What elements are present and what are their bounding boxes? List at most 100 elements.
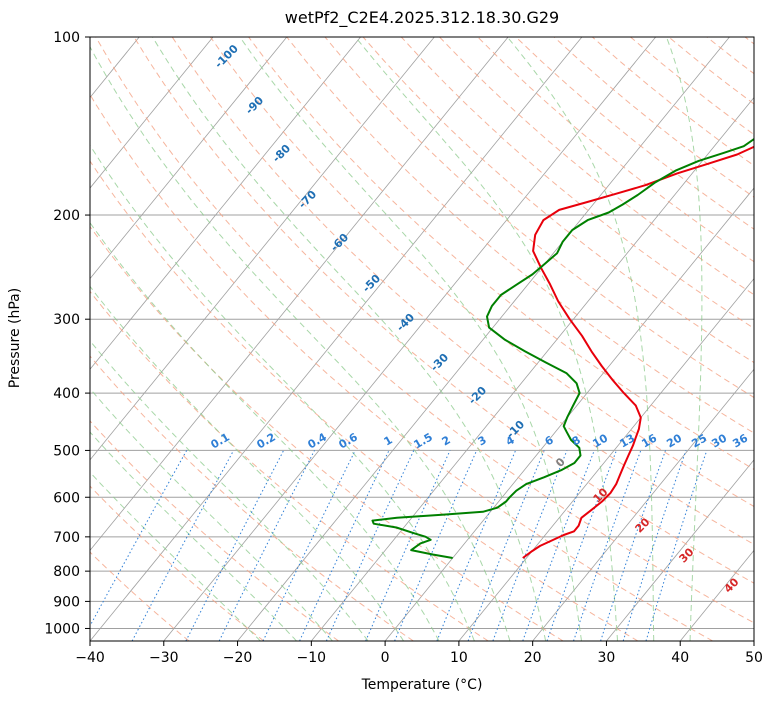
y-tick-label: 100: [53, 30, 80, 46]
mixing-ratio-label: 10: [590, 431, 610, 450]
moist-adiabat: [90, 431, 297, 641]
mixing-ratio-line: [90, 450, 188, 627]
isotherm-line: [384, 187, 754, 641]
chart-title: wetPf2_C2E4.2025.312.18.30.G29: [284, 8, 560, 27]
moist-adiabat: [90, 340, 369, 641]
dry-adiabat: [324, 37, 754, 399]
mixing-ratio-label: 20: [664, 431, 684, 450]
dry-adiabat: [90, 420, 339, 641]
moist-adiabat: [152, 37, 547, 641]
mixing-ratio-line: [492, 450, 568, 641]
moist-adiabat: [90, 221, 440, 641]
mixing-ratio-label: 16: [639, 431, 659, 450]
mixing-ratio-label: 30: [709, 431, 729, 450]
isotherm-line: [90, 37, 140, 99]
isotherm-line: [458, 278, 754, 641]
x-tick-label: 20: [524, 650, 542, 666]
moist-adiabat: [90, 285, 405, 641]
moist-adiabat: [666, 37, 703, 641]
isotherm-line: [606, 459, 754, 641]
moist-adiabat: [90, 144, 475, 641]
isotherm-line: [90, 37, 435, 461]
profile-lines: [371, 137, 754, 559]
moist-adiabat: [355, 37, 618, 641]
background-lines: [0, 37, 754, 641]
x-tick-label: −20: [223, 650, 253, 666]
mixing-ratio-line: [394, 450, 478, 641]
isotherm-line: [90, 37, 583, 641]
y-tick-label: 1000: [44, 621, 80, 637]
dry-adiabat: [90, 355, 414, 641]
isotherm-line: [237, 37, 730, 641]
dry-adiabat: [706, 37, 754, 75]
isotherm-line: [90, 37, 288, 280]
moist-adiabat: [90, 45, 511, 641]
isotherm-line: [163, 37, 657, 641]
dry-adiabat: [362, 37, 754, 364]
isotherm-label: -90: [243, 94, 266, 117]
theta-label: 40: [722, 575, 742, 595]
y-tick-label: 400: [53, 386, 80, 402]
mixing-ratio-line: [262, 450, 356, 641]
y-tick-label: 300: [53, 312, 80, 328]
dry-adiabat: [90, 93, 713, 641]
mixing-ratio-line: [600, 450, 666, 641]
dry-adiabat: [133, 37, 754, 584]
mixing-ratio-line: [325, 450, 415, 641]
y-tick-label: 900: [53, 594, 80, 610]
moist-adiabat: [239, 37, 582, 641]
mixing-ratio-line: [185, 450, 285, 641]
x-tick-label: −30: [149, 650, 179, 666]
y-tick-label: 700: [53, 530, 80, 546]
x-tick-label: −10: [297, 650, 327, 666]
isotherm-label: -40: [394, 311, 417, 334]
isotherm-label: -70: [296, 188, 319, 211]
isotherm-label: -30: [428, 351, 451, 374]
mixing-ratio-label: 3: [476, 433, 489, 448]
isotherm-line: [90, 37, 509, 552]
mixing-ratio-label: 36: [730, 431, 750, 450]
isotherm-line: [0, 37, 65, 641]
isotherm-label: -20: [466, 384, 489, 407]
mixing-ratio-line: [436, 450, 517, 641]
y-tick-label: 800: [53, 564, 80, 580]
isotherm-line: [679, 549, 754, 641]
mixing-ratio-label: 25: [689, 432, 709, 451]
mixing-ratio-line: [365, 450, 451, 641]
y-tick-label: 200: [53, 208, 80, 224]
axes: −40 −30 −20 −10 0 10 20 30 40 5010020030040050060…: [44, 30, 763, 666]
y-tick-label: 500: [53, 443, 80, 459]
isotherm-line: [90, 37, 361, 370]
dewpoint-profile-line: [371, 137, 754, 559]
mixing-ratio-line: [546, 450, 617, 641]
dry-adiabat: [439, 37, 754, 296]
moist-adiabat: [507, 37, 655, 641]
mixing-ratio-label: 13: [617, 432, 637, 451]
dry-adiabat: [90, 225, 564, 641]
moist-adiabat: [90, 471, 261, 641]
x-axis-label: Temperature (°C): [361, 677, 483, 693]
x-tick-label: 50: [745, 650, 763, 666]
theta-label: 10: [591, 485, 611, 505]
x-tick-label: −40: [75, 650, 105, 666]
dry-adiabat: [248, 37, 754, 471]
mixing-ratio-label: 0.4: [306, 430, 330, 451]
dry-adiabat: [90, 160, 639, 641]
mixing-ratio-line: [467, 450, 545, 641]
moist-adiabat: [90, 387, 333, 641]
y-tick-label: 600: [53, 490, 80, 506]
isotherm-line: [753, 640, 754, 641]
x-tick-label: 10: [450, 650, 468, 666]
dry-adiabat: [209, 37, 754, 508]
isotherm-line: [90, 37, 214, 189]
mixing-ratio-line: [622, 450, 687, 641]
dry-adiabat: [515, 37, 754, 230]
x-tick-label: 30: [598, 650, 616, 666]
dry-adiabat: [90, 551, 190, 641]
mixing-ratio-line: [645, 450, 708, 641]
x-tick-label: 40: [671, 650, 689, 666]
mixing-ratio-line: [131, 450, 235, 641]
dry-adiabat: [95, 37, 754, 624]
theta-label: 20: [633, 515, 653, 535]
